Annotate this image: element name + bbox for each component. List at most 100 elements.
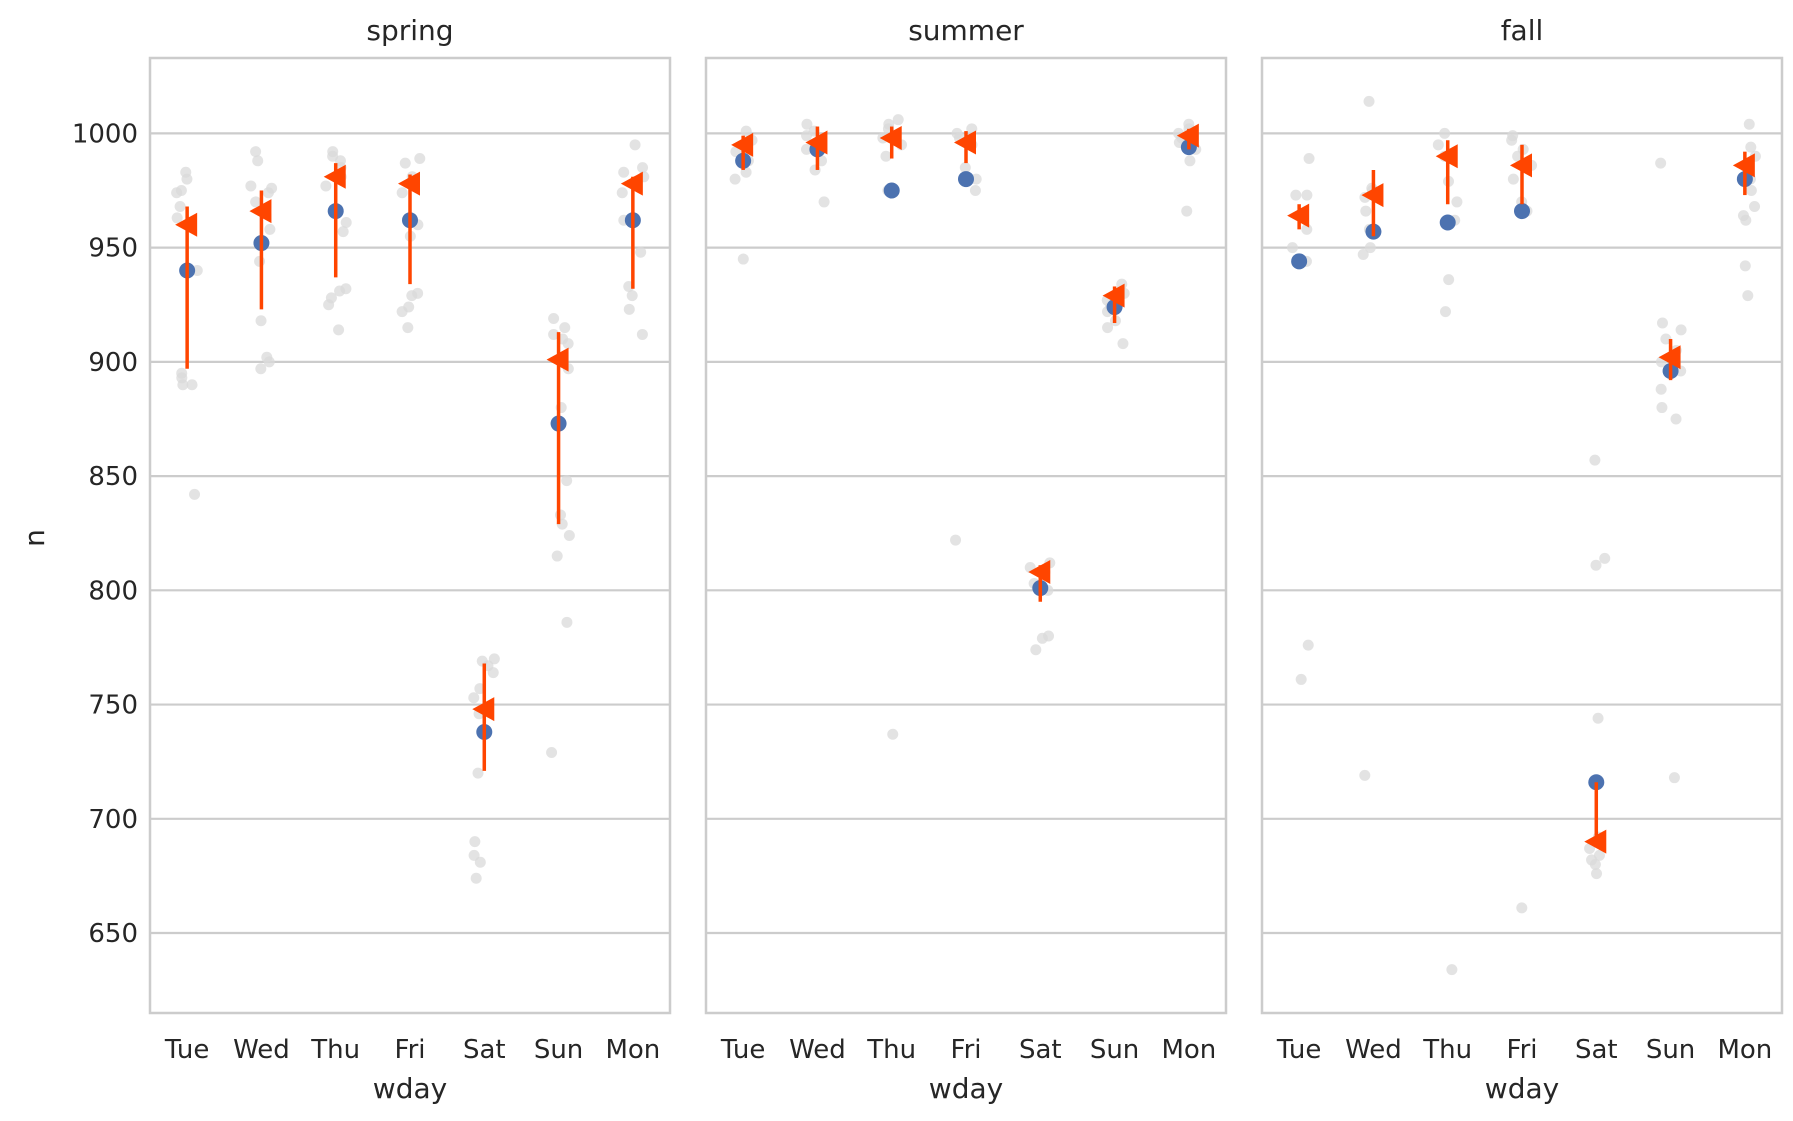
triangle-marker — [472, 697, 495, 722]
raw-point — [1432, 139, 1444, 151]
raw-point — [1181, 205, 1193, 217]
raw-point — [1749, 201, 1761, 213]
raw-point — [396, 306, 408, 318]
raw-point — [186, 379, 198, 391]
raw-point — [637, 162, 649, 174]
raw-point — [626, 290, 638, 302]
facets: spring 650 700 750 800 850 900 950 1000 Tue Wed Thu… — [72, 14, 1784, 1105]
raw-point — [801, 130, 813, 142]
raw-point — [548, 312, 560, 324]
x-tick-label: Sun — [1646, 1035, 1695, 1065]
raw-point — [950, 534, 962, 546]
raw-point — [262, 187, 274, 199]
raw-point — [174, 201, 186, 213]
panel-frame — [148, 56, 672, 1015]
raw-point — [264, 223, 276, 235]
triangle-marker — [546, 347, 569, 372]
triangle-marker — [323, 164, 346, 189]
raw-point — [737, 253, 749, 265]
triangle-marker — [1361, 183, 1384, 208]
x-tick-label: Wed — [233, 1035, 290, 1065]
raw-point — [561, 475, 573, 487]
raw-point — [177, 379, 189, 391]
triangle-marker — [954, 130, 976, 155]
raw-point — [635, 246, 647, 258]
raw-point — [245, 180, 257, 192]
raw-point — [250, 196, 262, 208]
raw-point — [406, 290, 418, 302]
raw-point — [1668, 772, 1680, 784]
raw-point — [616, 187, 628, 199]
raw-point — [1745, 141, 1757, 153]
raw-point — [1295, 673, 1307, 685]
raw-point — [474, 856, 486, 868]
raw-point — [254, 255, 266, 267]
raw-point — [337, 226, 349, 238]
raw-point — [171, 187, 183, 199]
x-axis-label: wday — [929, 1072, 1003, 1105]
raw-point — [559, 322, 571, 334]
raw-point — [618, 166, 630, 178]
raw-point — [1451, 196, 1463, 208]
x-tick-label: Wed — [1345, 1035, 1402, 1065]
raw-point — [1745, 185, 1757, 197]
x-tick-label: Thu — [866, 1035, 916, 1065]
y-tick-label: 900 — [88, 348, 138, 378]
panel-frame — [704, 56, 1228, 1015]
mean-point — [958, 171, 974, 188]
raw-point — [1739, 260, 1751, 272]
raw-point — [636, 328, 648, 340]
raw-point — [880, 150, 892, 162]
raw-point — [468, 692, 480, 704]
raw-point — [1360, 205, 1372, 217]
y-tick-label: 950 — [88, 234, 138, 264]
triangle-marker — [1658, 345, 1681, 370]
raw-point — [472, 767, 484, 779]
raw-point — [255, 315, 267, 327]
triangle-marker — [620, 171, 643, 196]
raw-point — [629, 139, 641, 151]
x-tick-label: Thu — [310, 1035, 360, 1065]
triangle-marker — [249, 199, 272, 224]
triangle-marker — [175, 212, 198, 237]
triangle-marker — [398, 171, 420, 196]
raw-point — [1439, 127, 1451, 139]
raw-point — [729, 173, 741, 185]
raw-point — [1030, 644, 1042, 656]
raw-point — [1589, 858, 1601, 870]
triangle-marker — [1102, 283, 1125, 308]
raw-point — [1446, 964, 1458, 976]
x-tick-label: Sat — [463, 1035, 506, 1065]
triangle-marker — [1028, 560, 1051, 585]
raw-point — [1301, 223, 1313, 235]
x-tick-label: Tue — [1276, 1035, 1321, 1065]
raw-point — [487, 667, 499, 679]
raw-point — [561, 616, 573, 628]
raw-point — [1599, 552, 1611, 564]
mean-point — [1439, 214, 1456, 231]
raw-point — [1364, 242, 1376, 254]
raw-point — [1286, 242, 1298, 254]
raw-point — [1507, 173, 1519, 185]
raw-point — [546, 747, 558, 759]
triangle-marker — [1176, 123, 1199, 148]
y-tick-label: 700 — [88, 805, 138, 835]
raw-point — [1592, 712, 1604, 724]
triangle-marker — [1287, 203, 1310, 228]
x-tick-label: Tue — [164, 1035, 209, 1065]
raw-point — [1303, 153, 1315, 165]
mean-point — [1514, 203, 1530, 220]
raw-point — [1516, 902, 1528, 914]
raw-point — [1675, 324, 1687, 336]
x-tick-label: Sat — [1019, 1035, 1062, 1065]
raw-point — [1743, 118, 1755, 130]
triangle-marker — [1510, 153, 1532, 178]
x-tick-label: Fri — [1507, 1035, 1538, 1065]
raw-point — [563, 530, 575, 541]
y-tick-label: 800 — [88, 576, 138, 606]
y-tick-label: 850 — [88, 462, 138, 492]
x-tick-label: Sun — [1090, 1035, 1139, 1065]
raw-point — [1290, 189, 1302, 201]
raw-point — [470, 872, 482, 884]
